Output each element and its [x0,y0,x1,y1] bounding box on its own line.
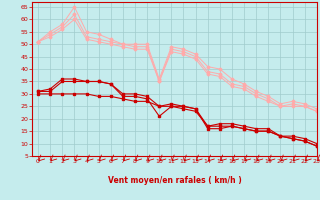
X-axis label: Vent moyen/en rafales ( km/h ): Vent moyen/en rafales ( km/h ) [108,176,241,185]
